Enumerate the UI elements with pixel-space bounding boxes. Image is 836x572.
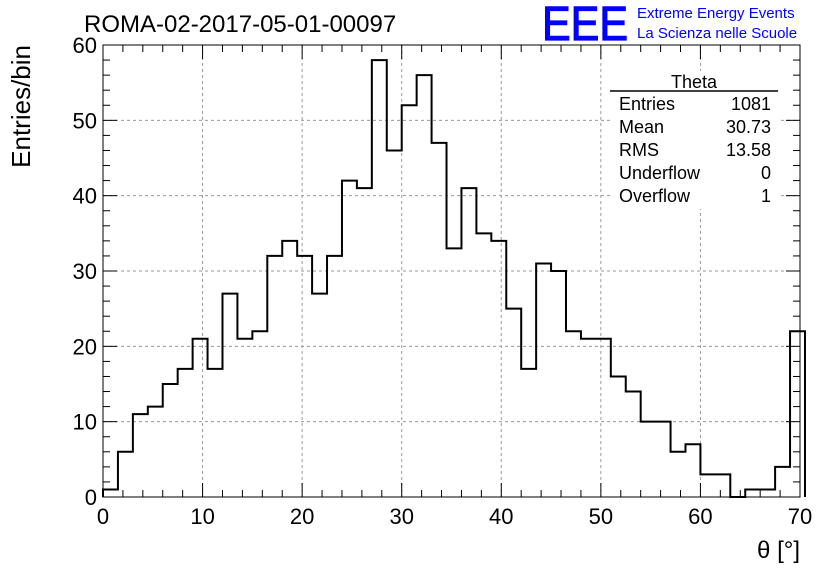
x-tick-label: 40: [489, 504, 513, 529]
stats-value: 1: [761, 186, 771, 206]
histogram-bin: [641, 422, 656, 497]
histogram-bin: [222, 294, 237, 497]
stats-value: 13.58: [726, 140, 771, 160]
histogram-bin: [103, 489, 118, 497]
histogram-bin: [342, 181, 357, 497]
histogram-bars: [102, 59, 806, 498]
y-axis-label: Entries/bin: [6, 45, 36, 168]
histogram-bin: [372, 60, 387, 497]
stats-label: Overflow: [619, 186, 691, 206]
histogram-bin: [208, 369, 223, 497]
histogram-bin: [163, 384, 178, 497]
stats-box: Theta Entries 1081 Mean 30.73 RMS 13.58 Underf…: [610, 71, 778, 209]
histogram-bin: [297, 256, 312, 497]
histogram-bin: [536, 263, 551, 497]
stats-value: 1081: [731, 94, 771, 114]
histogram-bin: [566, 331, 581, 497]
histogram-bin: [626, 392, 641, 497]
histogram-bin: [237, 339, 252, 497]
x-tick-label: 50: [589, 504, 613, 529]
x-tick-label: 30: [389, 504, 413, 529]
histogram-bin: [685, 444, 700, 497]
grid-lines: [103, 45, 800, 497]
histogram-bin: [148, 407, 163, 497]
histogram-bin: [447, 248, 462, 497]
histogram-bin: [790, 331, 805, 497]
x-tick-label: 60: [688, 504, 712, 529]
x-tick-labels: 0 10 20 30 40 50 60 70: [97, 504, 812, 529]
histogram-bin: [700, 474, 715, 497]
histogram-bin: [596, 339, 611, 497]
histogram-bin: [327, 256, 342, 497]
x-tick-label: 20: [290, 504, 314, 529]
histogram-bin: [745, 489, 760, 497]
y-tick-label: 60: [73, 33, 97, 58]
histogram-bin: [461, 188, 476, 497]
stats-title: Theta: [671, 72, 718, 92]
histogram-bin: [193, 339, 208, 497]
histogram-bin: [551, 271, 566, 497]
histogram-bin: [387, 150, 402, 497]
y-tick-label: 50: [73, 108, 97, 133]
histogram-bin: [476, 233, 491, 497]
x-tick-label: 70: [788, 504, 812, 529]
histogram-bin: [118, 452, 133, 497]
y-tick-label: 30: [73, 259, 97, 284]
histogram-bin: [312, 294, 327, 497]
histogram-bin: [178, 369, 193, 497]
histogram-bin: [760, 489, 775, 497]
y-tick-label: 0: [85, 485, 97, 510]
histogram-bin: [357, 188, 372, 497]
histogram-bin: [402, 105, 417, 497]
histogram-bin: [282, 241, 297, 497]
x-tick-label: 0: [97, 504, 109, 529]
stats-value: 30.73: [726, 117, 771, 137]
stats-value: 0: [761, 163, 771, 183]
histogram-step-line: [102, 59, 806, 498]
histogram-bin: [252, 331, 267, 497]
x-tick-label: 10: [190, 504, 214, 529]
histogram-bin: [611, 376, 626, 497]
y-tick-labels: 0 10 20 30 40 50 60: [73, 33, 97, 510]
stats-label: Entries: [619, 94, 675, 114]
y-tick-label: 40: [73, 184, 97, 209]
histogram-bin: [133, 414, 148, 497]
histogram-bin: [491, 241, 506, 497]
histogram-bin: [715, 474, 730, 497]
histogram-bin: [656, 422, 671, 497]
histogram-bin: [775, 467, 790, 497]
logo-line-1: Extreme Energy Events: [637, 5, 795, 22]
run-title: ROMA-02-2017-05-01-00097: [84, 11, 396, 38]
y-tick-label: 20: [73, 334, 97, 359]
axis-ticks: [102, 44, 801, 498]
stats-label: RMS: [619, 140, 659, 160]
x-axis-label: θ [°]: [757, 537, 800, 564]
stats-rows: Entries 1081 Mean 30.73 RMS 13.58 Underflow 0 Ov…: [619, 94, 771, 206]
histogram-bin: [267, 256, 282, 497]
histogram-bin: [671, 452, 686, 497]
histogram-bin: [506, 309, 521, 497]
y-tick-label: 10: [73, 410, 97, 435]
stats-label: Underflow: [619, 163, 701, 183]
logo-line-2: La Scienza nelle Scuole: [637, 25, 797, 42]
eee-logo: EEE: [542, 0, 628, 51]
histogram-bin: [417, 75, 432, 497]
stats-label: Mean: [619, 117, 664, 137]
histogram-bin: [521, 369, 536, 497]
histogram-bin: [581, 339, 596, 497]
